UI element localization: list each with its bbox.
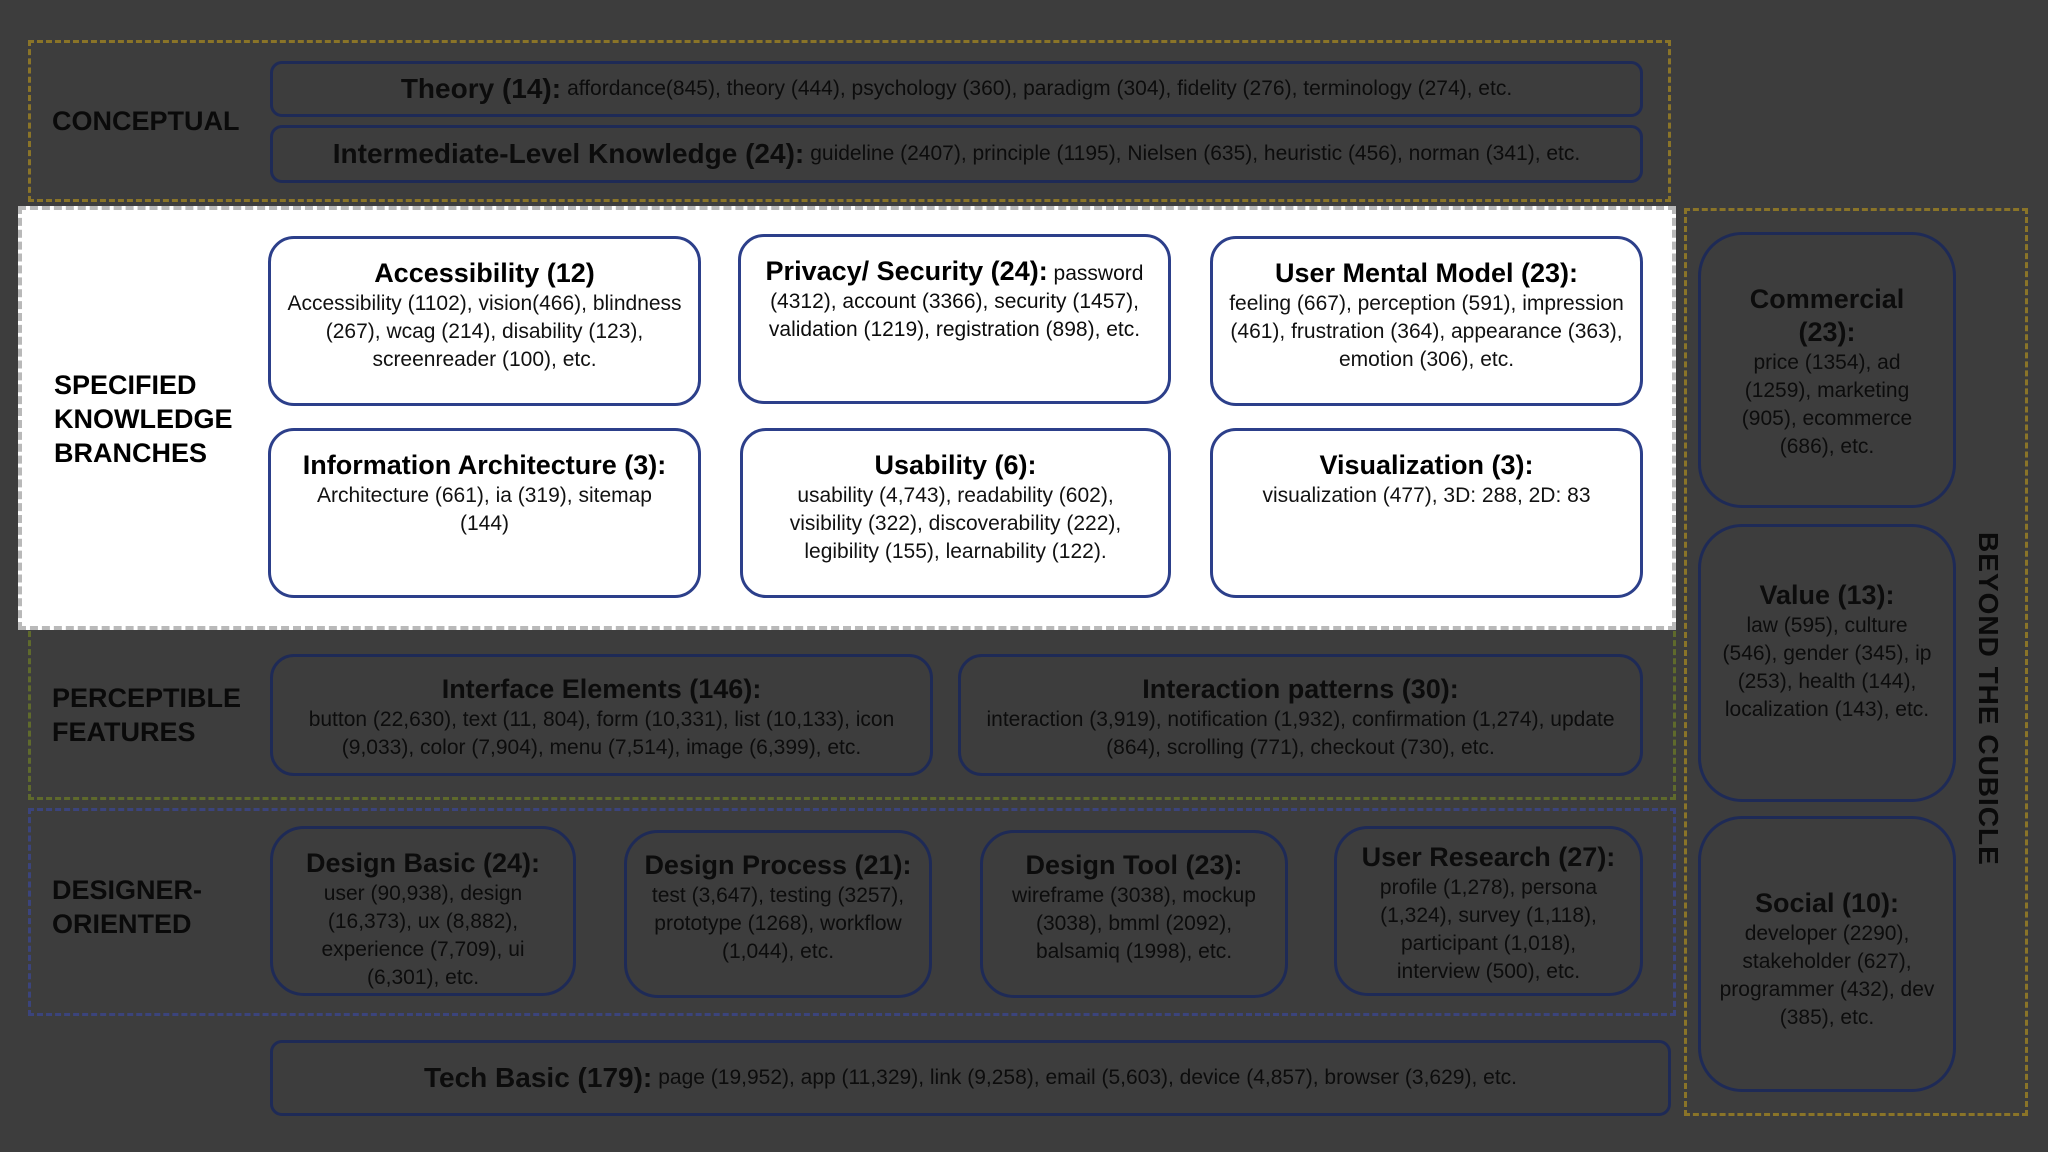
beyond-the-cubicle-band: [1684, 208, 2028, 1116]
accessibility-title: Accessibility (12): [374, 258, 595, 288]
interface-elements-body: button (22,630), text (11, 804), form (1…: [308, 708, 895, 759]
theory-box: Theory (14): affordance(845), theory (44…: [270, 61, 1643, 117]
beyond-the-cubicle-label: BEYOND THE CUBICLE: [1973, 532, 2004, 866]
accessibility-box: Accessibility (12) Accessibility (1102),…: [268, 236, 701, 406]
interaction-patterns-body: interaction (3,919), notification (1,932…: [986, 708, 1615, 759]
design-basic-title: Design Basic (24):: [305, 848, 541, 878]
design-tool-body: wireframe (3038), mockup (3038), bmml (2…: [1012, 884, 1256, 963]
specified-knowledge-label: SPECIFIED KNOWLEDGE BRANCHES: [54, 370, 233, 468]
design-tool-title: Design Tool (23):: [1025, 850, 1243, 880]
information-architecture-body: Architecture (661), ia (319), sitemap (1…: [317, 484, 652, 535]
theory-body: affordance(845), theory (444), psycholog…: [567, 77, 1513, 100]
user-mental-model-title: User Mental Model (23):: [1274, 258, 1579, 288]
value-body: law (595), culture (546), gender (345), …: [1722, 614, 1932, 721]
intermediate-knowledge-body: guideline (2407), principle (1195), Niel…: [810, 142, 1581, 165]
design-process-box: Design Process (21): test (3,647), testi…: [624, 830, 932, 998]
value-box: Value (13): law (595), culture (546), ge…: [1698, 524, 1956, 802]
user-mental-model-box: User Mental Model (23): feeling (667), p…: [1210, 236, 1643, 406]
interface-elements-box: Interface Elements (146): button (22,630…: [270, 654, 933, 776]
intermediate-knowledge-box: Intermediate-Level Knowledge (24): guide…: [270, 125, 1643, 183]
visualization-body: visualization (477), 3D: 288, 2D: 83: [1262, 484, 1591, 507]
design-basic-body: user (90,938), design (16,373), ux (8,88…: [321, 882, 525, 989]
privacy-security-body: password (4312), account (3366), securit…: [768, 262, 1144, 341]
tech-basic-title: Tech Basic (179):: [424, 1062, 653, 1093]
usability-box: Usability (6): usability (4,743), readab…: [740, 428, 1171, 598]
visualization-title: Visualization (3):: [1319, 450, 1534, 480]
social-title: Social (10):: [1754, 888, 1900, 918]
information-architecture-title: Information Architecture (3):: [302, 450, 667, 480]
privacy-security-box: Privacy/ Security (24): password (4312),…: [738, 234, 1171, 404]
design-process-title: Design Process (21):: [644, 850, 912, 880]
usability-body: usability (4,743), readability (602), vi…: [789, 484, 1122, 563]
theory-title: Theory (14):: [400, 73, 562, 104]
tech-basic-box: Tech Basic (179): page (19,952), app (11…: [270, 1040, 1671, 1116]
commercial-box: Commercial (23): price (1354), ad (1259)…: [1698, 232, 1956, 508]
tech-basic-body: page (19,952), app (11,329), link (9,258…: [658, 1066, 1517, 1089]
usability-title: Usability (6):: [874, 450, 1037, 480]
user-research-title: User Research (27):: [1361, 842, 1616, 872]
designer-oriented-label: DESIGNER- ORIENTED: [52, 875, 203, 939]
designer-oriented-band: [28, 808, 1676, 1016]
user-research-box: User Research (27): profile (1,278), per…: [1334, 826, 1643, 996]
privacy-security-title: Privacy/ Security (24):: [765, 256, 1048, 286]
accessibility-body: Accessibility (1102), vision(466), blind…: [287, 292, 682, 371]
design-basic-box: Design Basic (24): user (90,938), design…: [270, 826, 576, 996]
interaction-patterns-box: Interaction patterns (30): interaction (…: [958, 654, 1643, 776]
social-body: developer (2290), stakeholder (627), pro…: [1719, 922, 1935, 1029]
information-architecture-box: Information Architecture (3): Architectu…: [268, 428, 701, 598]
perceptible-features-label: PERCEPTIBLE FEATURES: [52, 683, 242, 747]
conceptual-band: [28, 40, 1671, 202]
visualization-box: Visualization (3): visualization (477), …: [1210, 428, 1643, 598]
design-process-body: test (3,647), testing (3257), prototype …: [651, 884, 905, 963]
commercial-body: price (1354), ad (1259), marketing (905)…: [1741, 351, 1913, 458]
interface-elements-title: Interface Elements (146):: [441, 674, 762, 704]
commercial-title: Commercial (23):: [1749, 284, 1905, 347]
social-box: Social (10): developer (2290), stakehold…: [1698, 816, 1956, 1092]
interaction-patterns-title: Interaction patterns (30):: [1142, 674, 1459, 704]
design-tool-box: Design Tool (23): wireframe (3038), mock…: [980, 830, 1288, 998]
intermediate-knowledge-title: Intermediate-Level Knowledge (24):: [332, 138, 805, 169]
value-title: Value (13):: [1759, 580, 1895, 610]
user-mental-model-body: feeling (667), perception (591), impress…: [1229, 292, 1624, 371]
conceptual-label: CONCEPTUAL: [52, 106, 240, 136]
user-research-body: profile (1,278), persona (1,324), survey…: [1379, 876, 1598, 983]
